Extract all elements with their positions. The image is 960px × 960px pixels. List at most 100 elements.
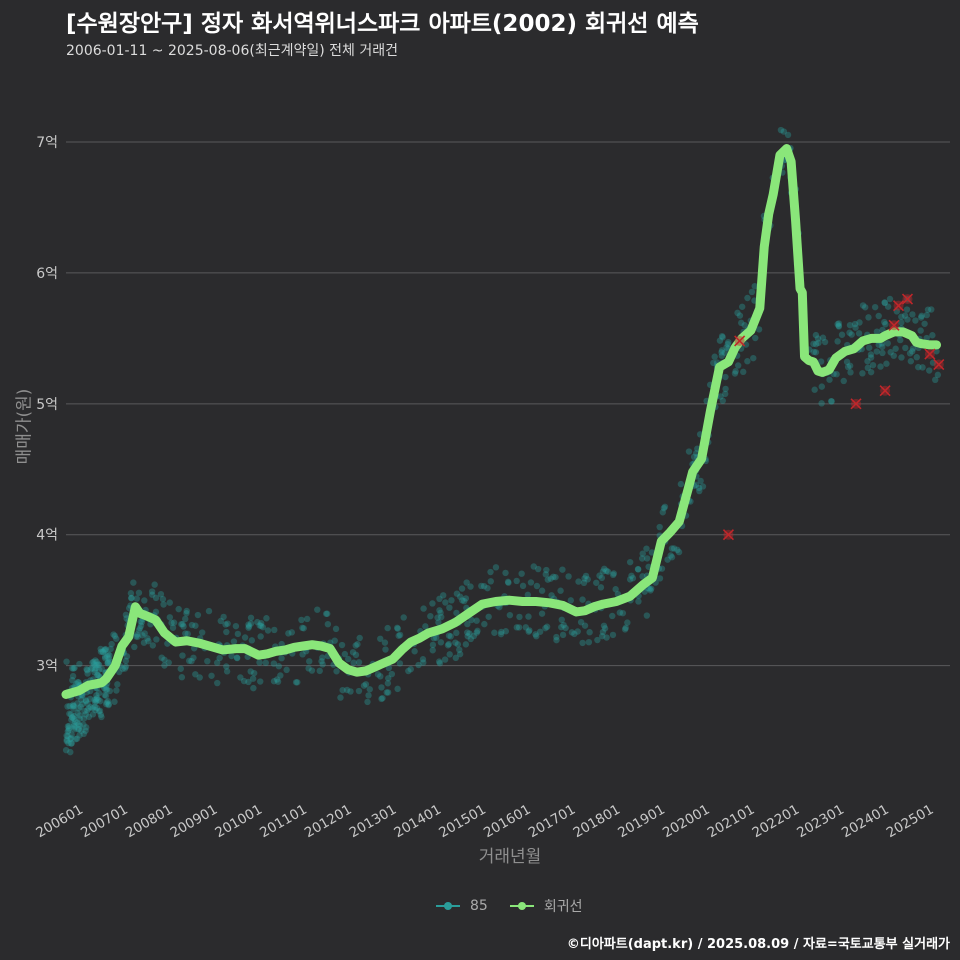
scatter-point [458, 585, 466, 592]
scatter-point [379, 694, 386, 702]
scatter-point [711, 353, 718, 360]
scatter-point [436, 660, 444, 667]
scatter-point [324, 610, 331, 617]
scatter-point [89, 704, 96, 712]
scatter-point [890, 352, 897, 359]
scatter-point [731, 370, 739, 377]
x-tick-label: 201401 [391, 802, 444, 842]
scatter-point [504, 578, 512, 586]
scatter-point [848, 331, 855, 338]
scatter-point [466, 630, 473, 637]
scatter-point [502, 569, 509, 577]
scatter-point [356, 634, 363, 642]
legend-item-85[interactable]: 85 [436, 898, 488, 914]
scatter-point [93, 692, 100, 699]
scatter-point [464, 633, 471, 640]
scatter-point [522, 624, 530, 631]
scatter-point [929, 332, 936, 339]
scatter-point [92, 696, 100, 703]
scatter-point [581, 622, 589, 629]
scatter-point [865, 314, 872, 321]
scatter-point [463, 579, 470, 586]
scatter-point [456, 646, 463, 653]
scatter-point [199, 629, 206, 636]
scatter-point [352, 642, 359, 649]
scatter-point [881, 299, 888, 306]
scatter-point [544, 576, 552, 583]
scatter-point [91, 666, 99, 673]
scatter-point [128, 594, 135, 602]
scatter-point [810, 340, 817, 348]
scatter-point [204, 658, 211, 665]
scatter-point [533, 633, 540, 640]
scatter-point [634, 565, 642, 573]
scatter-point [859, 302, 867, 309]
scatter-point [263, 615, 270, 622]
scatter-point [695, 484, 703, 492]
scatter-point [103, 700, 110, 708]
scatter-point [140, 639, 148, 646]
scatter-point [84, 700, 91, 707]
scatter-point [232, 622, 240, 630]
scatter-point [668, 545, 676, 552]
scatter-point [867, 351, 875, 358]
scatter-point [643, 612, 651, 619]
scatter-point [103, 652, 111, 660]
scatter-point [259, 623, 267, 631]
scatter-point [434, 614, 441, 621]
scatter-point [89, 659, 96, 666]
scatter-point [883, 360, 890, 367]
scatter-point [718, 347, 726, 354]
scatter-point [396, 631, 404, 639]
scatter-point [111, 632, 119, 640]
x-tick-label: 201801 [570, 802, 623, 842]
scatter-point [338, 641, 346, 649]
scatter-point [575, 578, 582, 585]
legend-item-regression[interactable]: 회귀선 [509, 896, 582, 916]
scatter-point [818, 400, 825, 407]
scatter-point [643, 545, 650, 552]
scatter-point [559, 566, 566, 573]
scatter-point [97, 697, 104, 705]
scatter-point [152, 608, 160, 616]
scatter-point [643, 555, 651, 562]
scatter-point [658, 565, 666, 572]
x-tick-label: 200701 [78, 802, 131, 842]
scatter-point [394, 625, 401, 632]
scatter-point [660, 504, 668, 512]
scatter-point [341, 650, 349, 658]
scatter-point [932, 376, 939, 384]
scatter-point [257, 633, 264, 640]
scatter-point [584, 576, 591, 583]
scatter-point [178, 674, 186, 681]
scatter-point [92, 657, 99, 664]
scatter-point [532, 631, 539, 638]
scatter-point [907, 358, 915, 365]
scatter-point [864, 364, 872, 372]
scatter-point [64, 703, 71, 710]
scatter-point [82, 697, 90, 704]
scatter-point [821, 338, 829, 346]
scatter-point [69, 702, 77, 710]
scatter-point [844, 363, 852, 371]
scatter-point [610, 570, 618, 577]
scatter-point [692, 481, 700, 489]
scatter-point [319, 654, 326, 661]
scatter-point [85, 713, 93, 721]
scatter-point [69, 714, 76, 721]
scatter-point [104, 660, 112, 667]
scatter-point [487, 578, 494, 585]
scatter-point [879, 349, 886, 357]
scatter-point [812, 340, 820, 348]
scatter-point [859, 370, 866, 377]
scatter-point [84, 670, 91, 677]
scatter-point [725, 338, 732, 346]
scatter-point [161, 662, 168, 669]
scatter-point [384, 689, 392, 696]
scatter-point [247, 614, 255, 621]
scatter-point [77, 703, 84, 710]
scatter-point [223, 663, 230, 670]
scatter-point [105, 700, 112, 708]
scatter-point [214, 679, 221, 687]
scatter-point [188, 657, 195, 665]
